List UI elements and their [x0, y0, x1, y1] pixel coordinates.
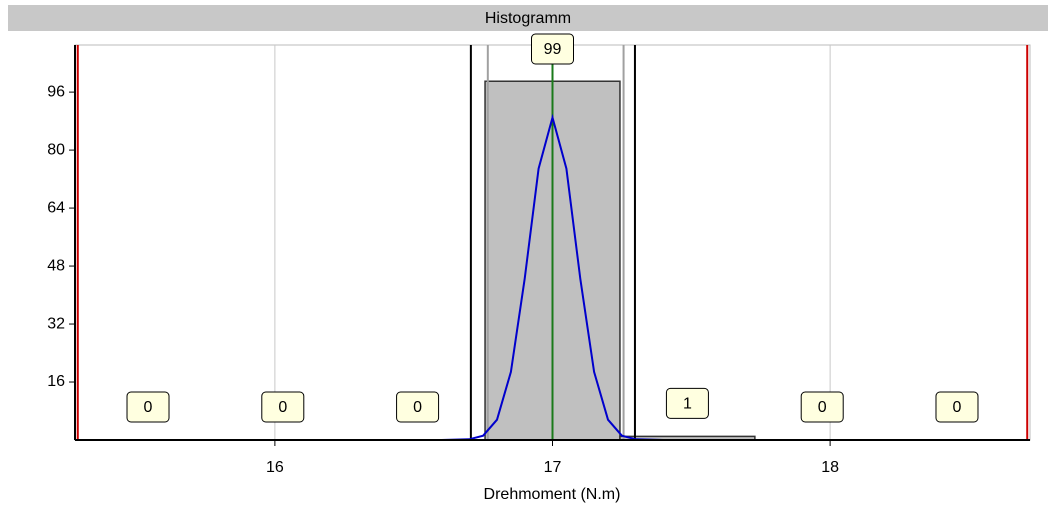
y-tick-label: 80	[47, 141, 65, 158]
y-tick-label: 16	[47, 373, 65, 390]
value-label: 99	[544, 41, 562, 58]
value-label-box	[261, 391, 305, 423]
value-label: 0	[144, 399, 153, 416]
value-label-box	[396, 391, 440, 423]
value-label: 0	[278, 399, 287, 416]
y-tick-label: 64	[47, 199, 65, 216]
value-label-box	[531, 33, 574, 65]
y-tick-label: 32	[47, 315, 65, 332]
chart-title: Histogramm	[485, 10, 571, 27]
title-bar	[8, 5, 1048, 31]
value-label: 0	[413, 399, 422, 416]
value-label-box	[800, 391, 844, 423]
y-tick-label: 96	[47, 83, 65, 100]
x-tick-label: 16	[266, 459, 284, 476]
value-label-box	[665, 387, 709, 419]
value-label: 0	[818, 399, 827, 416]
value-label: 0	[953, 399, 962, 416]
value-label-box	[126, 391, 170, 423]
x-axis-label: Drehmoment (N.m)	[484, 486, 621, 503]
x-tick-label: 18	[821, 459, 839, 476]
y-tick-label: 48	[47, 257, 65, 274]
value-label: 1	[683, 396, 692, 413]
x-tick-label: 17	[544, 459, 562, 476]
value-label-box	[935, 391, 979, 423]
fit-curve	[80, 113, 1025, 441]
